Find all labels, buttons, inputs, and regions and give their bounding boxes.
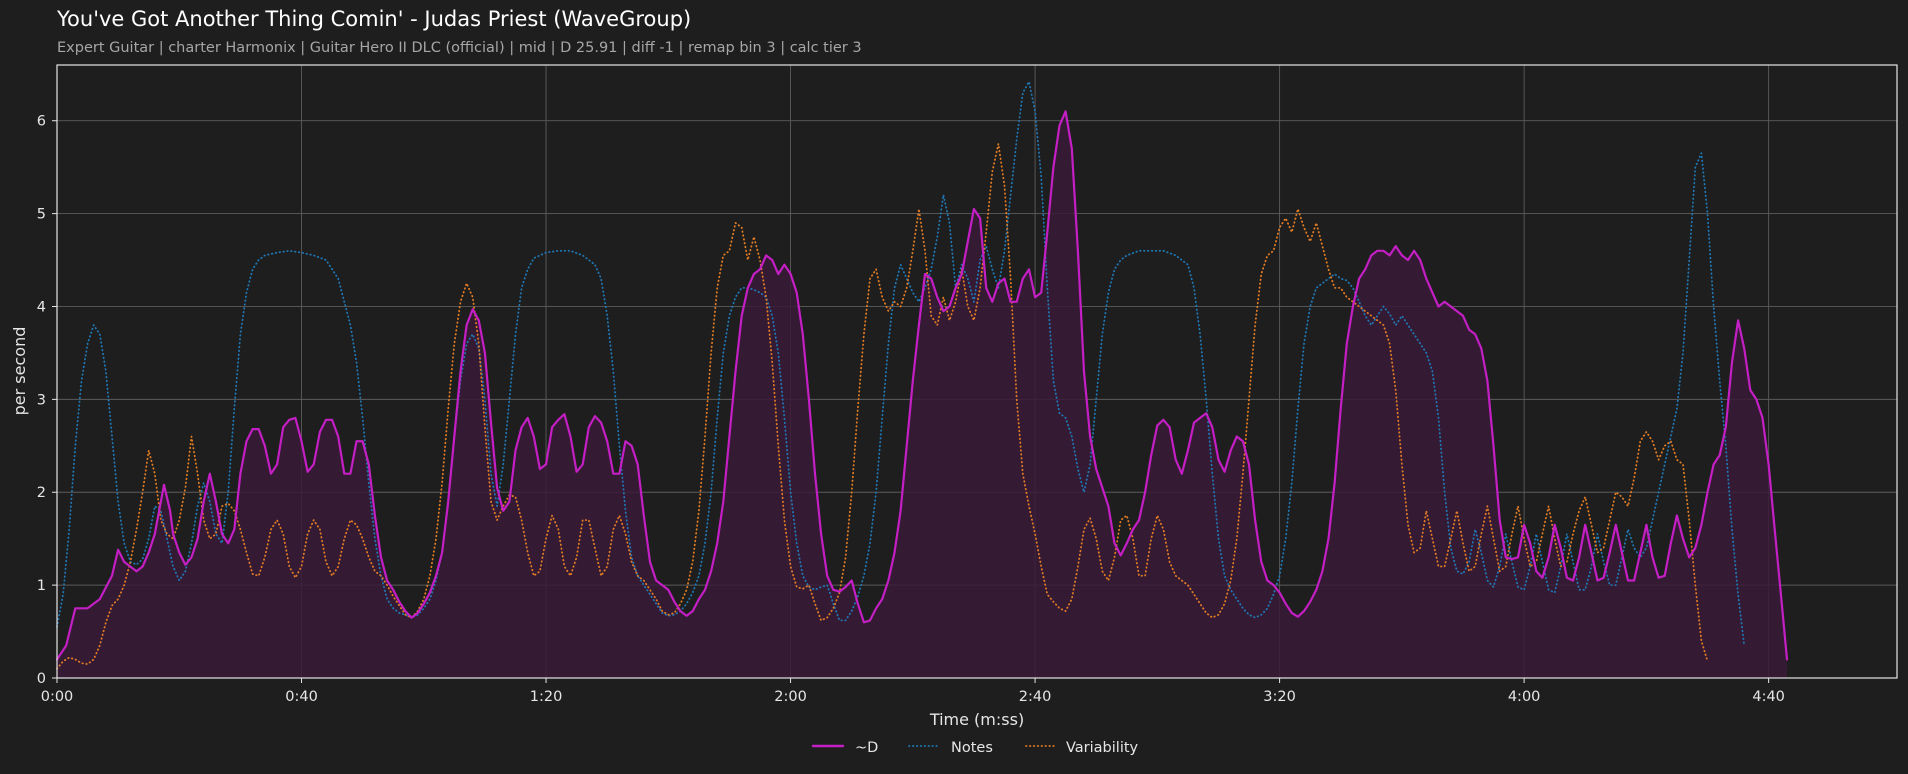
y-tick-label: 4 <box>37 299 46 315</box>
legend-label: Variability <box>1066 740 1139 756</box>
series-area-~D <box>57 111 1787 678</box>
legend-label: Notes <box>951 740 993 756</box>
x-tick-label: 4:40 <box>1752 689 1785 705</box>
x-axis-label: Time (m:ss) <box>929 710 1024 729</box>
series-line-~D <box>55 110 1789 661</box>
y-tick-label: 0 <box>37 671 46 687</box>
x-tick-label: 2:00 <box>774 689 807 705</box>
legend: ~D Notes Variability <box>811 740 1139 756</box>
x-tick-label: 0:00 <box>41 689 74 705</box>
y-axis-label: per second <box>10 327 29 416</box>
y-tick-label: 6 <box>37 114 46 130</box>
y-tick-label: 5 <box>37 207 46 223</box>
series-layer <box>55 80 1789 678</box>
x-tick-label: 0:40 <box>285 689 318 705</box>
x-ticks: 0:00 0:40 1:20 2:00 2:40 3:20 4:00 4:40 <box>41 678 1785 705</box>
y-tick-label: 3 <box>37 392 46 408</box>
x-tick-label: 2:40 <box>1019 689 1052 705</box>
x-tick-label: 4:00 <box>1508 689 1541 705</box>
series-line-Variability <box>56 143 1709 670</box>
x-tick-label: 1:20 <box>530 689 563 705</box>
y-ticks: 0 1 2 3 4 5 6 <box>37 114 57 687</box>
chart-subtitle: Expert Guitar | charter Harmonix | Guita… <box>57 40 862 56</box>
series-line-Notes <box>56 80 1746 647</box>
chart-title: You've Got Another Thing Comin' - Judas … <box>57 7 692 31</box>
y-tick-label: 1 <box>37 578 46 594</box>
legend-label: ~D <box>855 740 878 756</box>
x-tick-label: 3:20 <box>1263 689 1296 705</box>
y-tick-label: 2 <box>37 485 46 501</box>
plot-frame <box>56 64 1898 679</box>
